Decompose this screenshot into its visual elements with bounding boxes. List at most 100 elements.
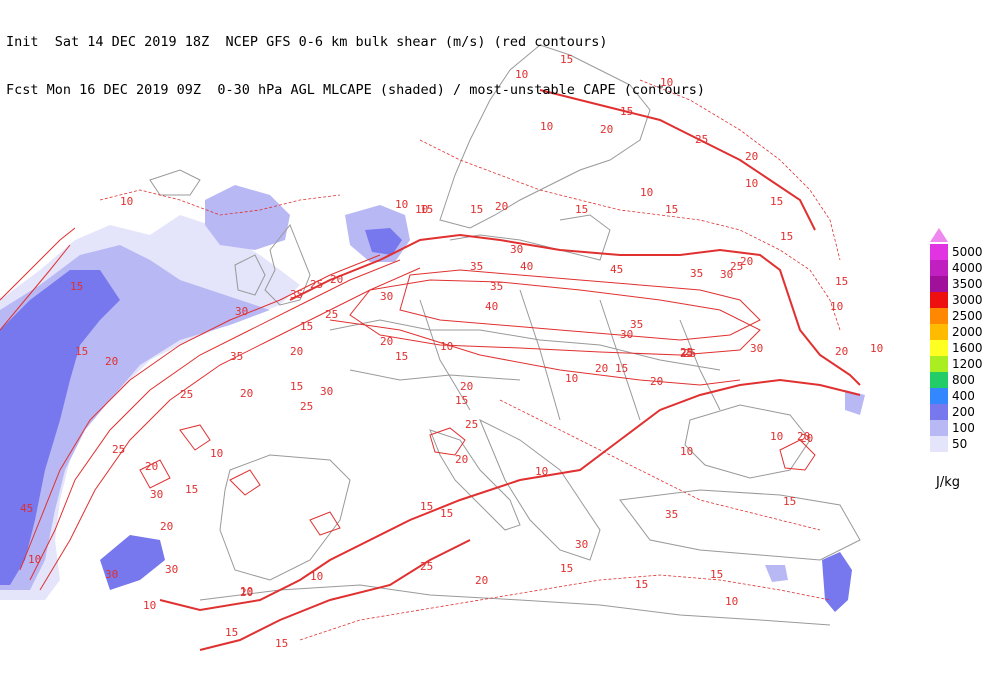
- shear-contour-20-south: [159, 378, 861, 612]
- contour-label: 30: [320, 385, 333, 398]
- legend-row: 100: [930, 420, 1000, 436]
- contour-label: 30: [165, 563, 178, 576]
- contour-label: 15: [710, 568, 723, 581]
- shear-contour-dashed-5: [499, 399, 821, 531]
- legend-row: 2000: [930, 324, 1000, 340]
- legend-row: 4000: [930, 260, 1000, 276]
- shear-contour-blob-4: [229, 469, 261, 496]
- contour-label: 15: [620, 105, 633, 118]
- contour-label: 15: [615, 362, 628, 375]
- contour-label: 20: [475, 574, 488, 587]
- contour-label: 10: [28, 553, 41, 566]
- contour-label: 20: [800, 432, 813, 445]
- contour-label: 15: [420, 500, 433, 513]
- coastline-turkey: [619, 489, 861, 561]
- legend-rows: 5000 4000 3500 3000 2500 2000 1600 1200 800 400 20…: [930, 244, 1000, 452]
- legend-row: 400: [930, 388, 1000, 404]
- contour-label: 25: [310, 278, 323, 291]
- contour-label: 25: [680, 346, 693, 359]
- shear-contour-blob-6: [309, 511, 341, 536]
- contour-label: 30: [235, 305, 248, 318]
- contour-label: 15: [290, 380, 303, 393]
- shear-contour-20-med: [199, 539, 471, 651]
- coastline-scandinavia: [439, 44, 651, 229]
- coastline-black-sea: [684, 404, 811, 479]
- contour-label: 10: [565, 372, 578, 385]
- contour-label: 15: [470, 203, 483, 216]
- contour-label: 20: [460, 380, 473, 393]
- shear-contour-blob-1: [429, 427, 466, 456]
- legend-swatch: [930, 340, 948, 356]
- legend-label: 2500: [952, 309, 983, 323]
- contour-label: 10: [870, 342, 883, 355]
- contour-label: 15: [300, 320, 313, 333]
- coastline-ireland: [234, 254, 266, 296]
- contour-label: 20: [600, 123, 613, 136]
- legend-row: 5000: [930, 244, 1000, 260]
- coastline-italy: [429, 429, 521, 531]
- legend-row: 50: [930, 436, 1000, 452]
- contour-label: 30: [150, 488, 163, 501]
- contour-label: 25: [695, 133, 708, 146]
- contour-label: 25: [300, 400, 313, 413]
- contour-label: 35: [470, 260, 483, 273]
- contour-label: 10: [395, 198, 408, 211]
- legend-label: 50: [952, 437, 968, 451]
- cape-shading: [0, 185, 865, 612]
- legend-row: 1200: [930, 356, 1000, 372]
- contour-label: 15: [665, 203, 678, 216]
- legend-swatch: [930, 388, 948, 404]
- contour-label: 15: [185, 483, 198, 496]
- contour-label: 25: [420, 560, 433, 573]
- contour-label: 10: [535, 465, 548, 478]
- contour-label: 35: [690, 267, 703, 280]
- contour-label: 15: [75, 345, 88, 358]
- contour-label: 20: [290, 345, 303, 358]
- contour-label: 20: [745, 150, 758, 163]
- contour-label: 20: [240, 387, 253, 400]
- shear-contour-20-arctic: [539, 89, 816, 231]
- contour-label: 40: [485, 300, 498, 313]
- contour-label: 15: [770, 195, 783, 208]
- contour-label: 25: [680, 347, 693, 360]
- shear-contour-jet-2: [29, 259, 401, 581]
- cape-area-caspian: [845, 390, 865, 415]
- legend-label: 200: [952, 405, 975, 419]
- contour-label: 45: [20, 502, 33, 515]
- contour-label: 20: [455, 453, 468, 466]
- legend-label: 800: [952, 373, 975, 387]
- legend-overflow-triangle: [930, 228, 948, 242]
- contour-label: 20: [240, 586, 253, 599]
- map-header: Init Sat 14 DEC 2019 18Z NCEP GFS 0-6 km…: [6, 2, 705, 114]
- contour-label: 35: [630, 318, 643, 331]
- contour-label: 20: [145, 460, 158, 473]
- contour-label: 10: [240, 585, 253, 598]
- legend-swatch: [930, 260, 948, 276]
- legend-label: 3500: [952, 277, 983, 291]
- contour-label: 10: [515, 68, 528, 81]
- contour-label: 10: [745, 177, 758, 190]
- legend-row: 1600: [930, 340, 1000, 356]
- legend-label: 400: [952, 389, 975, 403]
- contour-label: 15: [455, 394, 468, 407]
- legend-swatch: [930, 420, 948, 436]
- shear-contour-blob-2: [779, 439, 816, 471]
- legend-swatch: [930, 292, 948, 308]
- shear-contour-dashed-4: [99, 189, 341, 216]
- contour-label: 20: [595, 362, 608, 375]
- legend-swatch: [930, 244, 948, 260]
- legend-label: 5000: [952, 245, 983, 259]
- legend-swatch: [930, 276, 948, 292]
- contour-label: 40: [520, 260, 533, 273]
- contour-label: 20: [380, 335, 393, 348]
- contour-label: 20: [330, 273, 343, 286]
- shear-contour-20-north: [289, 233, 861, 386]
- contour-label: 10: [120, 195, 133, 208]
- cape-area-atlantic-strong: [0, 270, 120, 585]
- legend-label: 4000: [952, 261, 983, 275]
- contour-label: 15: [225, 626, 238, 639]
- header-line-1: Init Sat 14 DEC 2019 18Z NCEP GFS 0-6 km…: [6, 34, 608, 50]
- contour-label: 15: [835, 275, 848, 288]
- contour-label: 25: [180, 388, 193, 401]
